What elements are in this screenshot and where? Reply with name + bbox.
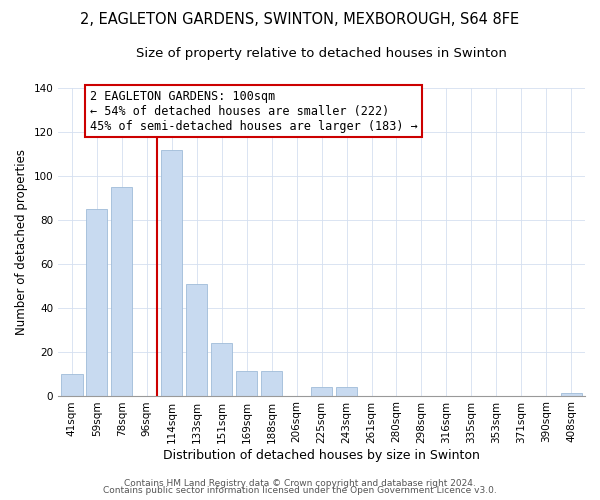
Bar	[336, 387, 357, 396]
Bar	[111, 187, 133, 396]
Text: Contains HM Land Registry data © Crown copyright and database right 2024.: Contains HM Land Registry data © Crown c…	[124, 478, 476, 488]
Y-axis label: Number of detached properties: Number of detached properties	[15, 149, 28, 335]
Bar	[86, 209, 107, 396]
Bar	[261, 372, 282, 396]
Bar	[161, 150, 182, 396]
Bar	[236, 372, 257, 396]
Text: Contains public sector information licensed under the Open Government Licence v3: Contains public sector information licen…	[103, 486, 497, 495]
Text: 2 EAGLETON GARDENS: 100sqm
← 54% of detached houses are smaller (222)
45% of sem: 2 EAGLETON GARDENS: 100sqm ← 54% of deta…	[90, 90, 418, 132]
Bar	[186, 284, 208, 396]
Bar	[311, 387, 332, 396]
Text: 2, EAGLETON GARDENS, SWINTON, MEXBOROUGH, S64 8FE: 2, EAGLETON GARDENS, SWINTON, MEXBOROUGH…	[80, 12, 520, 28]
Title: Size of property relative to detached houses in Swinton: Size of property relative to detached ho…	[136, 48, 507, 60]
Bar	[211, 343, 232, 396]
X-axis label: Distribution of detached houses by size in Swinton: Distribution of detached houses by size …	[163, 450, 480, 462]
Bar	[560, 394, 582, 396]
Bar	[61, 374, 83, 396]
